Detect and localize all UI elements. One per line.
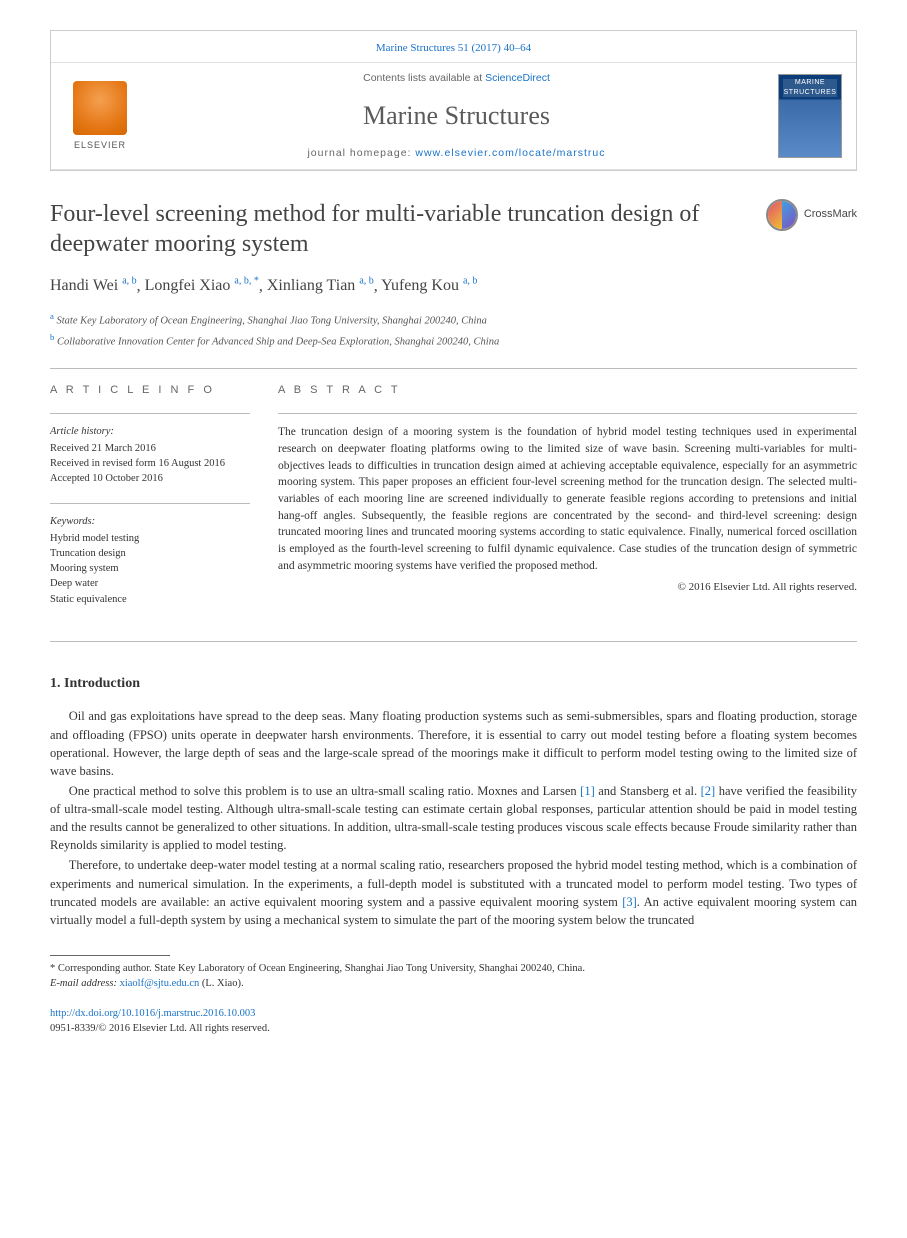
- author-1-aff[interactable]: a, b: [122, 276, 136, 287]
- corresponding-author-footnote: * Corresponding author. State Key Labora…: [50, 962, 857, 991]
- crossmark-icon: [766, 199, 798, 231]
- section-divider-2: [50, 641, 857, 642]
- sciencedirect-link[interactable]: ScienceDirect: [485, 72, 550, 84]
- keyword-3: Mooring system: [50, 561, 250, 576]
- author-2: Longfei Xiao a, b, *: [145, 277, 259, 294]
- cover-title-text: MARINE STRUCTURES: [779, 78, 841, 98]
- author-4: Yufeng Kou a, b: [381, 277, 477, 294]
- affiliation-b: b Collaborative Innovation Center for Ad…: [50, 331, 857, 350]
- contents-prefix: Contents lists available at: [363, 72, 485, 84]
- author-email-link[interactable]: xiaolf@sjtu.edu.cn: [120, 978, 200, 989]
- authors-line: Handi Wei a, b, Longfei Xiao a, b, *, Xi…: [50, 275, 857, 298]
- affiliation-a: a State Key Laboratory of Ocean Engineer…: [50, 310, 857, 329]
- article-info-heading: A R T I C L E I N F O: [50, 383, 250, 398]
- journal-title-block: Contents lists available at ScienceDirec…: [135, 71, 778, 161]
- issn-copyright-line: 0951-8339/© 2016 Elsevier Ltd. All right…: [50, 1022, 857, 1037]
- journal-homepage-line: journal homepage: www.elsevier.com/locat…: [135, 146, 778, 161]
- elsevier-logo: ELSEVIER: [65, 77, 135, 155]
- keyword-4: Deep water: [50, 576, 250, 591]
- footnote-separator: [50, 955, 170, 956]
- keyword-5: Static equivalence: [50, 592, 250, 607]
- article-history-block: Article history: Received 21 March 2016 …: [50, 424, 250, 487]
- journal-name: Marine Structures: [135, 98, 778, 134]
- info-abstract-row: A R T I C L E I N F O Article history: R…: [50, 383, 857, 623]
- article-body: Four-level screening method for multi-va…: [0, 171, 907, 1067]
- header-middle-row: ELSEVIER Contents lists available at Sci…: [51, 62, 856, 170]
- article-info-column: A R T I C L E I N F O Article history: R…: [50, 383, 250, 623]
- history-label: Article history:: [50, 424, 250, 439]
- abstract-rule: [278, 413, 857, 414]
- introduction-heading: 1. Introduction: [50, 674, 857, 694]
- elsevier-label: ELSEVIER: [74, 139, 126, 152]
- history-line-1: Received 21 March 2016: [50, 441, 250, 456]
- abstract-column: A B S T R A C T The truncation design of…: [278, 383, 857, 623]
- ref-link-1[interactable]: [1]: [580, 784, 595, 798]
- citation-line: Marine Structures 51 (2017) 40–64: [51, 31, 856, 62]
- journal-homepage-link[interactable]: www.elsevier.com/locate/marstruc: [415, 147, 605, 159]
- article-title: Four-level screening method for multi-va…: [50, 199, 766, 259]
- abstract-text: The truncation design of a mooring syste…: [278, 424, 857, 574]
- elsevier-tree-icon: [73, 81, 127, 135]
- abstract-heading: A B S T R A C T: [278, 383, 857, 399]
- journal-cover-thumbnail: MARINE STRUCTURES: [778, 74, 842, 158]
- author-4-aff[interactable]: a, b: [463, 276, 477, 287]
- info-rule-2: [50, 503, 250, 504]
- article-footer: http://dx.doi.org/10.1016/j.marstruc.201…: [50, 1007, 857, 1036]
- corr-author-line: * Corresponding author. State Key Labora…: [50, 962, 857, 977]
- keywords-label: Keywords:: [50, 514, 250, 529]
- author-3-aff[interactable]: a, b: [359, 276, 373, 287]
- info-rule-1: [50, 413, 250, 414]
- author-3: Xinliang Tian a, b: [267, 277, 374, 294]
- title-row: Four-level screening method for multi-va…: [50, 199, 857, 259]
- history-line-3: Accepted 10 October 2016: [50, 471, 250, 486]
- email-line: E-mail address: xiaolf@sjtu.edu.cn (L. X…: [50, 977, 857, 992]
- journal-header: Marine Structures 51 (2017) 40–64 ELSEVI…: [50, 30, 857, 171]
- doi-link[interactable]: http://dx.doi.org/10.1016/j.marstruc.201…: [50, 1008, 255, 1019]
- homepage-prefix: journal homepage:: [307, 147, 415, 159]
- crossmark-label: CrossMark: [804, 207, 857, 222]
- keyword-1: Hybrid model testing: [50, 531, 250, 546]
- section-divider: [50, 368, 857, 369]
- crossmark-badge[interactable]: CrossMark: [766, 199, 857, 231]
- keywords-block: Keywords: Hybrid model testing Truncatio…: [50, 514, 250, 607]
- keyword-2: Truncation design: [50, 546, 250, 561]
- abstract-copyright: © 2016 Elsevier Ltd. All rights reserved…: [278, 580, 857, 596]
- history-line-2: Received in revised form 16 August 2016: [50, 456, 250, 471]
- ref-link-2[interactable]: [2]: [701, 784, 716, 798]
- intro-para-1: Oil and gas exploitations have spread to…: [50, 707, 857, 780]
- ref-link-3[interactable]: [3]: [622, 895, 637, 909]
- intro-para-2: One practical method to solve this probl…: [50, 782, 857, 855]
- intro-para-3: Therefore, to undertake deep-water model…: [50, 856, 857, 929]
- contents-available-line: Contents lists available at ScienceDirec…: [135, 71, 778, 86]
- author-1: Handi Wei a, b: [50, 277, 137, 294]
- author-2-aff[interactable]: a, b, *: [234, 276, 258, 287]
